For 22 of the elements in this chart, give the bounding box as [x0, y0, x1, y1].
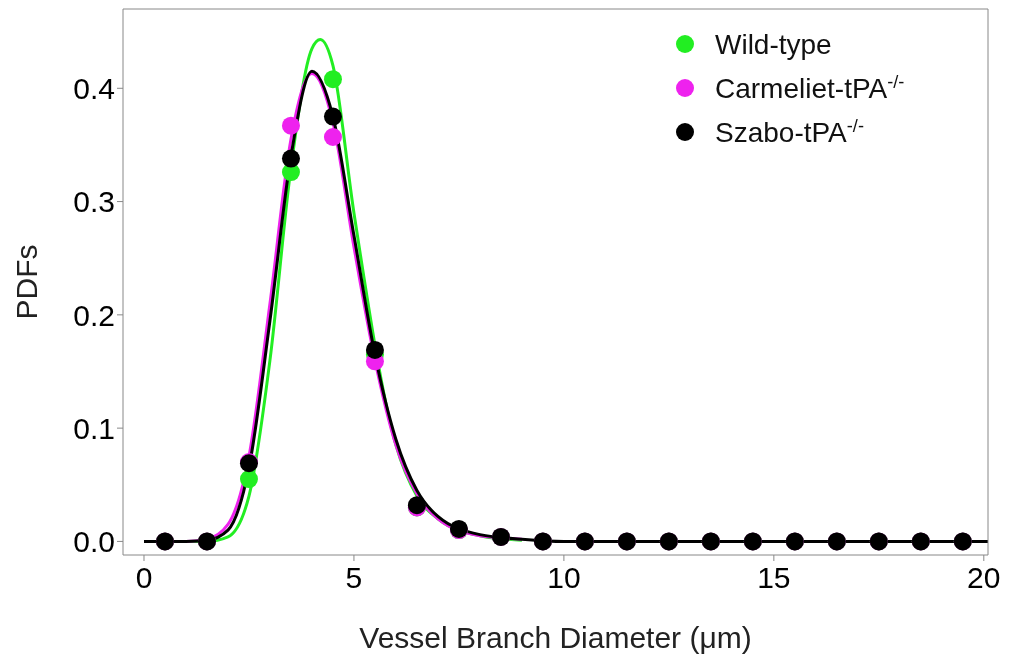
point [323, 128, 342, 146]
x-tick-label: 0 [135, 561, 153, 595]
legend-label: Szabo-tPA$^{-/-}$ [715, 115, 864, 148]
y-tick-label: 0.4 [73, 71, 115, 105]
x-tick-label: 15 [757, 561, 791, 595]
legend-label: Carmeliet-tPA$^{-/-}$ [715, 71, 905, 104]
y-axis-title: PDFs [9, 244, 43, 320]
y-tick-label: 0.0 [73, 525, 115, 559]
point [323, 107, 342, 126]
y-tick-label: 0.3 [73, 185, 115, 219]
x-axis-title: Vessel Branch Diameter (μm) [359, 621, 752, 654]
legend-label: Wild-type [715, 28, 832, 60]
y-tick-label: 0.2 [73, 298, 115, 332]
point [323, 70, 342, 89]
point [239, 470, 258, 489]
point [365, 340, 384, 359]
point [281, 116, 300, 135]
x-tick-label: 10 [547, 561, 581, 595]
y-tick-label: 0.1 [73, 411, 115, 445]
x-tick-label: 5 [345, 561, 363, 595]
point [281, 149, 300, 168]
x-tick-label: 20 [967, 561, 1001, 595]
